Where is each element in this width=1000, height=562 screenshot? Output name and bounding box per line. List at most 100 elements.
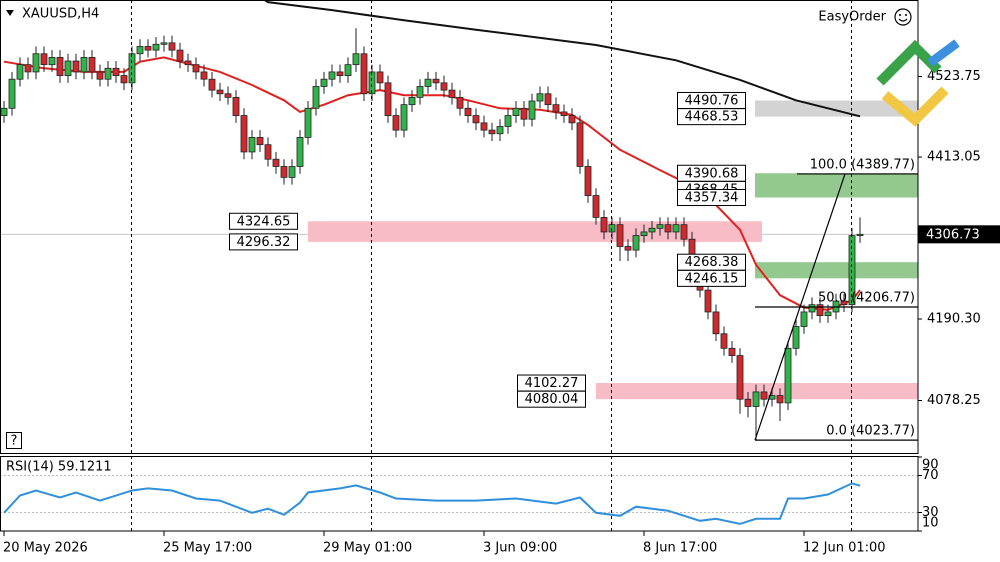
candle-body	[576, 122, 584, 167]
current-price-box	[918, 225, 1000, 244]
rsi-tick-label: 30	[922, 505, 939, 520]
price-label: 4246.15	[685, 271, 739, 286]
candle-body	[280, 166, 288, 178]
rsi-frame	[0, 456, 919, 532]
candle-body	[736, 355, 744, 400]
x-tick-label: 20 May 2026	[3, 541, 88, 556]
candle-body	[8, 78, 16, 109]
price-label: 4102.27	[525, 376, 579, 391]
moving-average	[262, 0, 861, 118]
candle-body	[560, 111, 568, 116]
candle-body	[752, 391, 760, 407]
candle-body	[488, 129, 496, 135]
x-tick-label: 8 Jun 17:00	[643, 541, 717, 556]
candle-body	[584, 166, 592, 196]
candle-body	[296, 136, 304, 167]
candle-body	[112, 67, 120, 76]
candle-body	[64, 60, 72, 76]
candle-body	[392, 115, 400, 131]
rsi-title: RSI(14) 59.1211	[6, 460, 112, 475]
candle-body	[240, 115, 248, 153]
x-tick-label: 3 Jun 09:00	[483, 541, 557, 556]
price-label-box	[517, 390, 586, 408]
candle-body	[208, 78, 216, 91]
candle-body	[728, 347, 736, 356]
candle-body	[32, 53, 40, 73]
candle-body	[144, 46, 152, 51]
price-label: 4468.53	[685, 110, 739, 125]
candle-body	[472, 115, 480, 124]
candle-body	[168, 42, 176, 51]
candle-body	[840, 300, 848, 306]
candle-body	[224, 93, 232, 98]
candle-body	[512, 107, 520, 116]
zone	[755, 100, 918, 117]
candle-body	[432, 78, 440, 84]
price-label: 4296.32	[237, 235, 291, 250]
candle-body	[680, 224, 688, 240]
rsi-tick-label: 10	[922, 516, 939, 531]
candle-body	[352, 53, 360, 66]
candle-body	[104, 67, 112, 80]
candle-body	[176, 49, 184, 62]
candle-body	[672, 224, 680, 233]
candle-body	[824, 311, 832, 316]
candle-body	[136, 46, 144, 55]
smiley-icon[interactable]	[894, 8, 912, 26]
price-label: 4080.04	[525, 392, 579, 407]
candle-body	[320, 78, 328, 87]
candle-body	[408, 96, 416, 106]
price-label: 4324.65	[237, 214, 291, 229]
candle-body	[376, 71, 384, 84]
rsi-tick-label: 70	[922, 468, 939, 483]
candle-body	[232, 96, 240, 116]
price-label-box	[677, 189, 746, 207]
candle-body	[504, 115, 512, 127]
candle-body	[568, 115, 576, 124]
candle-body	[424, 78, 432, 87]
candle-body	[664, 224, 672, 233]
candle-body	[744, 398, 752, 407]
candle-body	[816, 304, 824, 316]
day-separators	[131, 0, 852, 531]
candle-body	[480, 122, 488, 131]
price-label: 4390.68	[685, 166, 739, 181]
candle-body	[416, 86, 424, 98]
candle-body	[40, 53, 48, 66]
candle-body	[56, 56, 64, 76]
candle-body	[784, 347, 792, 404]
candle-body	[640, 231, 648, 236]
candle-body	[192, 64, 200, 73]
rsi-tick-label: 90	[922, 458, 939, 473]
candle-body	[616, 224, 624, 247]
fib-label: 100.0 (4389.77)	[810, 157, 915, 172]
candle-body	[456, 96, 464, 109]
candle-body	[344, 64, 352, 76]
candle-body	[368, 71, 376, 95]
candle-body	[448, 89, 456, 98]
menu-arrow[interactable]	[6, 10, 14, 16]
y-tick-label: 4078.25	[927, 393, 981, 408]
candle-body	[120, 75, 128, 84]
candle-body	[856, 233, 864, 236]
help-button[interactable]	[6, 432, 22, 449]
overlay: 4490.764468.534390.684368.454357.344324.…	[3, 69, 1000, 556]
candle-body	[760, 391, 768, 400]
candle-body	[304, 107, 312, 138]
candle-body	[72, 60, 80, 73]
candle-body	[248, 136, 256, 153]
candle-body	[184, 60, 192, 66]
symbol-title: XAUUSD,H4	[22, 7, 99, 22]
candle-body	[704, 289, 712, 313]
main-pane	[0, 0, 918, 441]
candle-body	[648, 227, 656, 233]
moving-average	[3, 56, 861, 311]
candle-body	[536, 93, 544, 102]
candle-body	[336, 71, 344, 76]
fib-label: 0.0 (4023.77)	[826, 424, 915, 439]
price-label-box	[229, 233, 298, 251]
help-label[interactable]: ?	[11, 434, 18, 449]
candle-body	[384, 82, 392, 116]
